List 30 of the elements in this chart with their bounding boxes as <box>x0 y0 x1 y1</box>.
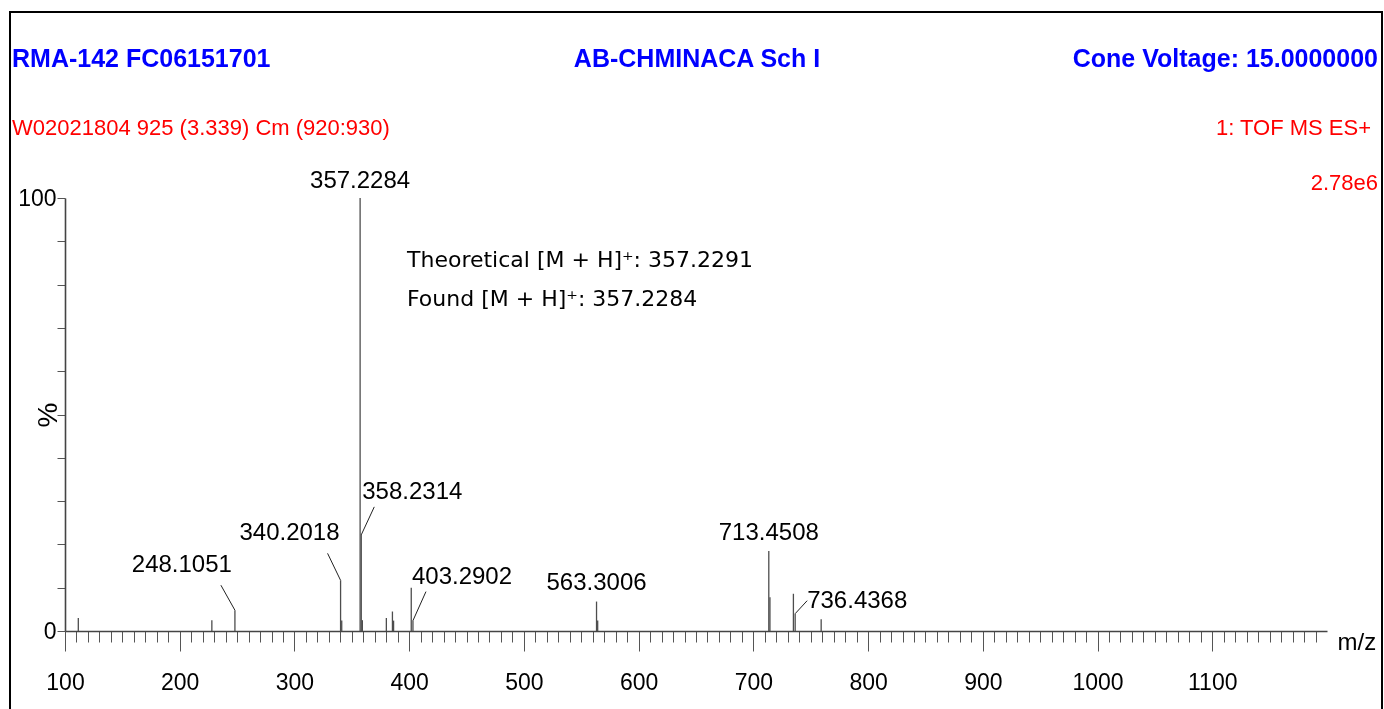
chart-subtitle: W02021804 925 (3.339) Cm (920:930) <box>12 115 390 140</box>
y-axis-title: % <box>31 402 63 428</box>
x-tick-label: 200 <box>161 668 200 695</box>
annotation: 340.2018 <box>239 518 340 546</box>
x-tick-label: 1100 <box>1188 668 1238 695</box>
text: RMA-142 FC06151701 <box>12 44 271 72</box>
annotation: 248.1051 <box>131 550 232 578</box>
x-tick-label: 400 <box>390 668 429 695</box>
annotation: 357.2284 <box>310 166 411 193</box>
annotation: Found [M + H]⁺: 357.2284 <box>407 286 698 311</box>
text: 2.78e6 <box>1310 170 1378 195</box>
annotation: 358.2314 <box>362 476 463 504</box>
annotation: Theoretical [M + H]⁺: 357.2291 <box>406 247 753 272</box>
annotation: 736.4368 <box>807 585 908 613</box>
annotation: 563.3006 <box>546 567 647 595</box>
x-tick-label: 900 <box>964 668 1003 695</box>
annotation: 713.4508 <box>718 517 819 545</box>
y-tick-label: 0 <box>43 617 57 644</box>
text: Cone Voltage: 15.0000000 <box>1072 44 1378 72</box>
x-tick-label: 300 <box>275 668 315 695</box>
x-tick-label: 100 <box>46 668 85 695</box>
x-tick-label: 1000 <box>1072 668 1124 695</box>
x-tick-label: 700 <box>734 668 774 695</box>
x-tick-label: 800 <box>849 668 888 695</box>
x-tick-label: 600 <box>619 668 659 695</box>
x-axis-title: m/z <box>1337 627 1377 655</box>
x-tick-label: 500 <box>505 668 544 695</box>
chart-title: AB-CHMINACA Sch I <box>573 44 821 72</box>
annotation: 403.2902 <box>411 561 513 589</box>
text: 1: TOF MS ES+ <box>1215 115 1371 140</box>
